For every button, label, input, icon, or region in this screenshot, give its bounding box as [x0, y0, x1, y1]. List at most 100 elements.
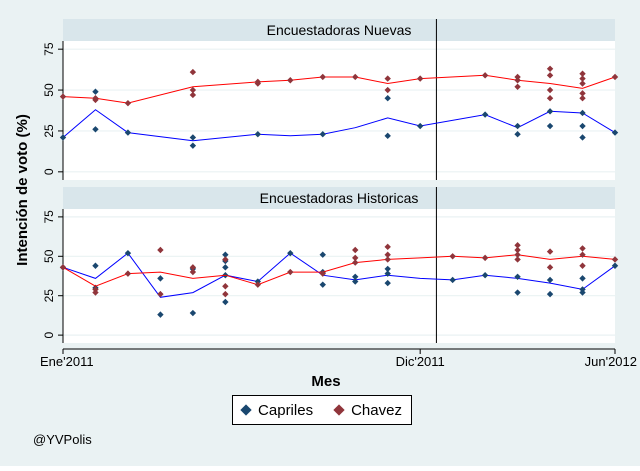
y-tick-label: 25 — [42, 124, 56, 138]
data-point-capriles — [546, 290, 554, 298]
data-point-chavez — [222, 290, 229, 298]
data-point-chavez — [514, 83, 521, 90]
x-tick-label: Ene'2011 — [40, 354, 94, 369]
data-point-capriles — [579, 134, 586, 141]
data-point-capriles — [514, 122, 521, 130]
data-point-chavez — [384, 251, 391, 258]
data-point-capriles — [546, 108, 554, 115]
data-point-capriles — [579, 109, 586, 117]
data-point-capriles — [124, 249, 132, 257]
data-point-capriles — [222, 298, 229, 306]
y-tick-label: 25 — [42, 289, 56, 303]
series-line-chavez — [62, 254, 616, 287]
data-point-chavez — [124, 99, 132, 107]
data-point-chavez — [481, 72, 489, 79]
x-tick-label: Jun'2012 — [585, 354, 637, 369]
data-point-chavez — [611, 256, 619, 263]
data-point-chavez — [92, 96, 99, 104]
data-point-chavez — [157, 246, 164, 254]
series-capriles — [59, 88, 619, 149]
panel-1: Encuestadoras Nuevas 0 25 50 75 — [42, 19, 619, 180]
data-point-capriles — [579, 275, 586, 282]
data-point-capriles — [222, 251, 229, 258]
data-point-capriles — [546, 276, 554, 284]
data-point-chavez — [319, 270, 326, 277]
data-point-chavez — [546, 65, 554, 72]
data-point-capriles — [514, 289, 521, 296]
y-tick-label: 50 — [42, 249, 56, 263]
panels-layer: Encuestadoras Nuevas0255075Encuestadoras… — [42, 19, 619, 343]
x-axis-label: Mes — [311, 373, 340, 390]
data-point-chavez — [416, 75, 424, 82]
data-point-chavez — [59, 264, 67, 271]
data-point-chavez — [384, 243, 391, 251]
data-point-capriles — [319, 251, 326, 258]
data-point-chavez — [514, 242, 521, 249]
capriles-marker-icon — [240, 404, 252, 416]
data-point-capriles — [352, 273, 359, 280]
data-point-chavez — [189, 68, 197, 76]
data-point-chavez — [384, 256, 391, 263]
data-point-chavez — [92, 289, 99, 296]
data-point-chavez — [254, 80, 262, 87]
data-point-chavez — [384, 75, 391, 82]
x-ticks: Ene'2011 Dic'2011 Jun'2012 — [40, 348, 637, 369]
data-point-capriles — [319, 281, 326, 288]
series-chavez — [59, 242, 619, 298]
data-point-capriles — [222, 264, 229, 271]
data-point-chavez — [124, 270, 132, 277]
data-point-chavez — [546, 86, 554, 94]
data-point-chavez — [222, 283, 229, 290]
data-point-chavez — [352, 259, 359, 266]
data-point-chavez — [287, 268, 294, 276]
y-tick-label: 75 — [42, 42, 56, 56]
data-point-chavez — [579, 95, 586, 102]
data-point-chavez — [481, 254, 489, 262]
data-point-chavez — [254, 281, 262, 288]
data-point-chavez — [546, 72, 554, 79]
data-point-capriles — [384, 279, 391, 287]
series-line-capriles — [62, 109, 616, 142]
data-point-chavez — [579, 245, 586, 252]
data-point-capriles — [449, 276, 456, 284]
panel-2: Encuestadoras Historicas 0 25 50 75 — [42, 187, 619, 343]
y-tick-label: 0 — [42, 331, 56, 338]
data-point-chavez — [189, 264, 197, 271]
data-point-capriles — [92, 262, 99, 269]
plot-area — [63, 209, 615, 343]
data-point-capriles — [481, 272, 489, 279]
data-point-capriles — [352, 278, 359, 285]
legend-item-chavez: Chavez — [333, 402, 402, 419]
data-point-chavez — [514, 256, 521, 263]
data-point-capriles — [124, 129, 132, 136]
data-point-chavez — [514, 251, 521, 258]
data-point-chavez — [287, 77, 294, 84]
data-point-chavez — [352, 254, 359, 262]
data-point-capriles — [157, 275, 164, 282]
data-point-chavez — [59, 93, 67, 100]
data-point-capriles — [92, 126, 99, 133]
data-point-capriles — [481, 111, 489, 118]
data-point-capriles — [189, 142, 197, 149]
data-point-chavez — [611, 73, 619, 81]
data-point-capriles — [319, 131, 326, 138]
y-tick-label: 75 — [42, 210, 56, 224]
data-point-capriles — [189, 309, 197, 317]
data-point-chavez — [546, 264, 554, 271]
legend-item-capriles: Capriles — [240, 402, 313, 419]
data-point-capriles — [384, 265, 391, 273]
plot-area — [63, 41, 615, 180]
data-point-chavez — [352, 246, 359, 254]
data-point-chavez — [514, 73, 521, 81]
data-point-capriles — [384, 270, 391, 277]
panel-title: Encuestadoras Historicas — [260, 190, 419, 206]
data-point-capriles — [384, 95, 391, 102]
data-point-chavez — [157, 290, 164, 298]
data-point-chavez — [546, 95, 554, 102]
panel-strip — [63, 19, 615, 41]
data-point-chavez — [384, 86, 391, 94]
data-point-chavez — [579, 262, 586, 269]
series-line-capriles — [62, 252, 616, 298]
data-point-chavez — [579, 70, 586, 77]
